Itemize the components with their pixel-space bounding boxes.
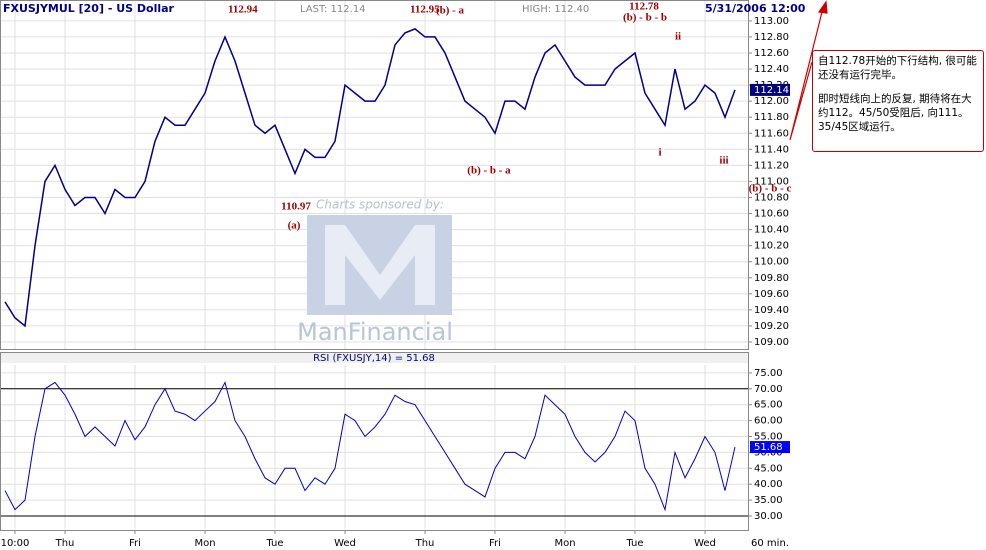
series-line [4, 28, 736, 328]
annotation: 110.97 [281, 201, 311, 213]
last-label: LAST: 112.14 [300, 4, 366, 15]
watermark-brand: ManFinancial [297, 318, 453, 346]
last-value-box [750, 441, 790, 454]
x-tick-label: Mon [554, 538, 575, 549]
y-tick-label: 112.80 [754, 32, 789, 43]
annotation: 112.95 [410, 4, 440, 16]
y-tick-label: 112.60 [754, 48, 789, 59]
rsi-title-bar [1, 353, 748, 363]
x-tick-label: 10:00 [1, 538, 30, 549]
x-tick-label: Thu [55, 538, 75, 549]
x-tick-label: Tue [625, 538, 643, 549]
x-unit: 60 min. [751, 538, 789, 549]
last-value-box [750, 83, 790, 96]
note-text: 即时短线向上的反复, 期待将在大约112。45/50受阻后, 向111。35/4… [818, 93, 972, 133]
series-line [4, 381, 736, 512]
note-box: 自112.78开始的下行结构, 很可能还没有运行完毕。 即时短线向上的反复, 期… [812, 50, 984, 152]
note-text: 自112.78开始的下行结构, 很可能还没有运行完毕。 [818, 55, 977, 81]
y-tick-label: 109.40 [754, 305, 789, 316]
y-tick-label: 30.00 [754, 511, 783, 522]
annotation: i [658, 147, 661, 159]
last-value-label: 51.68 [754, 442, 783, 453]
annotation: (b) - b - b [623, 12, 667, 24]
rsi-panel [0, 352, 749, 531]
y-tick-label: 109.00 [754, 337, 789, 348]
x-tick-label: Fri [489, 538, 501, 549]
y-tick-label: 70.00 [754, 384, 783, 395]
y-tick-label: 110.20 [754, 241, 789, 252]
x-tick-label: Fri [129, 538, 141, 549]
y-tick-label: 110.40 [754, 225, 789, 236]
x-tick-label: Wed [694, 538, 716, 549]
y-tick-label: 45.00 [754, 463, 783, 474]
y-tick-label: 111.40 [754, 144, 789, 155]
y-tick-label: 112.40 [754, 64, 789, 75]
annotation: (b) - a [436, 5, 465, 17]
y-tick-label: 111.00 [754, 176, 789, 187]
annotation: 112.94 [228, 4, 258, 16]
y-tick-label: 109.60 [754, 289, 789, 300]
x-tick-label: Wed [334, 538, 356, 549]
y-tick-label: 60.00 [754, 416, 783, 427]
annotation: iii [719, 155, 728, 167]
high-label: HIGH: 112.40 [522, 4, 589, 15]
y-tick-label: 111.60 [754, 128, 789, 139]
y-tick-label: 75.00 [754, 368, 783, 379]
annotation: (a) [288, 220, 301, 232]
x-tick-label: Tue [265, 538, 283, 549]
watermark: Charts sponsored by: ManFinancial [297, 198, 453, 347]
annotation: (b) - b - a [467, 165, 511, 177]
y-tick-label: 111.80 [754, 112, 789, 123]
chart-title: FXUSJYMUL [20] - US Dollar [3, 2, 175, 15]
y-tick-label: 109.20 [754, 321, 789, 332]
y-tick-label: 109.80 [754, 273, 789, 284]
y-tick-label: 111.20 [754, 160, 789, 171]
annotation: ii [675, 31, 681, 43]
x-tick-label: Mon [194, 538, 215, 549]
y-tick-label: 113.00 [754, 16, 789, 27]
rsi-title: RSI (FXUSJY,14) = 51.68 [313, 353, 435, 364]
last-value-label: 112.14 [754, 85, 789, 96]
y-tick-label: 110.60 [754, 209, 789, 220]
annotation: 112.78 [629, 1, 659, 13]
y-tick-label: 65.00 [754, 400, 783, 411]
x-tick-label: Thu [415, 538, 435, 549]
annotation: (b) - b - c [749, 183, 792, 195]
y-tick-label: 110.80 [754, 192, 789, 203]
y-tick-label: 110.00 [754, 257, 789, 268]
y-tick-label: 35.00 [754, 495, 783, 506]
watermark-text: Charts sponsored by: [316, 198, 444, 212]
y-tick-label: 55.00 [754, 432, 783, 443]
y-tick-label: 112.00 [754, 96, 789, 107]
timestamp: 5/31/2006 12:00 [705, 2, 806, 15]
y-tick-label: 40.00 [754, 479, 783, 490]
